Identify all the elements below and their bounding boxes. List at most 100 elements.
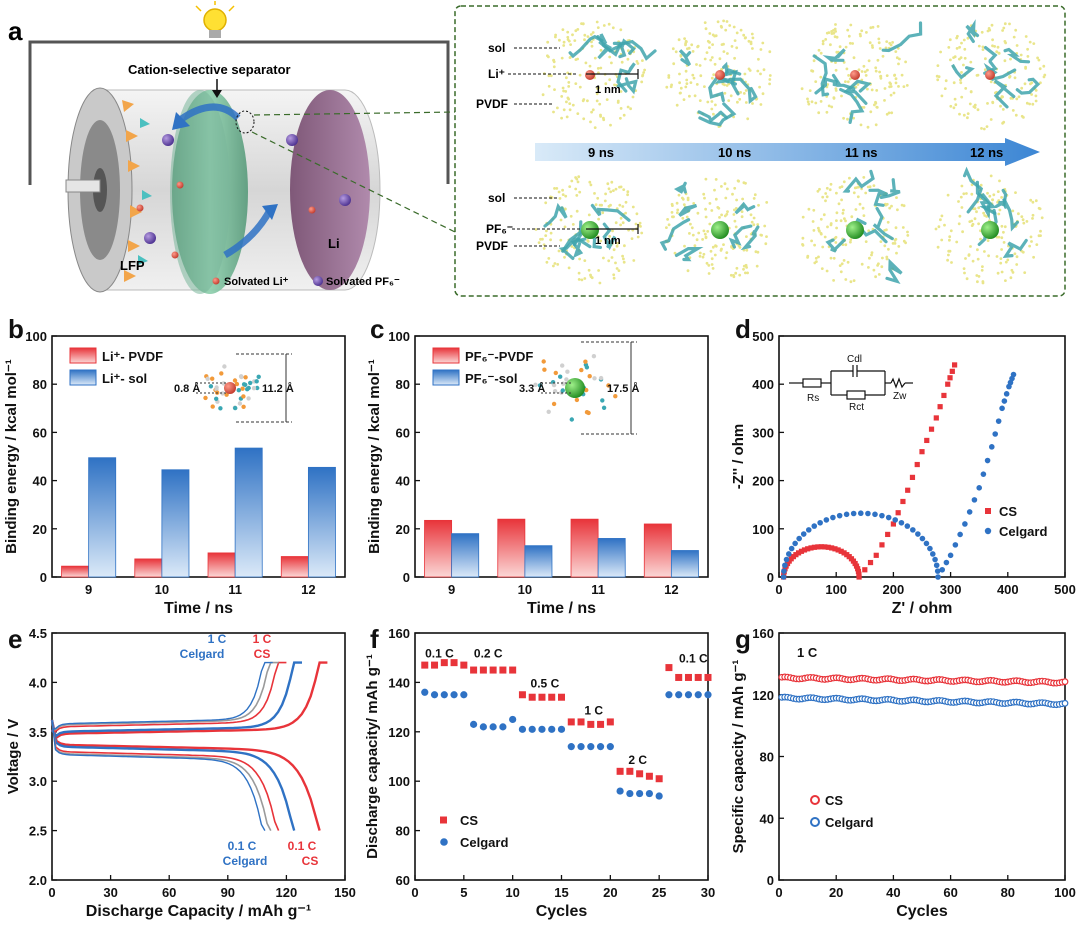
timeline-arrow [535,138,1040,166]
point-d-cs [832,546,838,552]
legend-label-g-0: CS [825,793,843,808]
md-snapshot-2-3 [801,169,910,284]
point-d-celgard [843,511,850,518]
x-tick-label-c: 11 [591,582,605,597]
md-snapshots [534,19,1047,285]
point-d-cs [924,437,930,444]
rate-label-g: 1 C [797,645,818,660]
bar-c-blue-11 [597,538,626,578]
y-tick-label-f: 140 [388,675,410,690]
md-row1-sol: sol [488,41,505,55]
y-tick-label-f: 60 [396,873,410,888]
point-d-cs [855,566,861,572]
point-f-cs-10 [509,666,517,674]
y-tick-label-e: 2.5 [29,824,47,839]
point-f-cs-19 [597,720,605,728]
legend-marker-f-0 [440,816,447,824]
point-f-cs-12 [528,693,536,701]
legend-label-c-1: PF₆⁻-sol [465,371,518,386]
point-f-cs-30 [704,673,712,681]
point-d-celgard [971,497,978,503]
bar-b-red-12 [280,556,309,578]
legend-label-b-0: Li⁺- PVDF [102,349,163,364]
bar-c-red-12 [643,523,672,578]
point-d-celgard [962,521,968,527]
plot-frame-c [414,335,709,578]
lfp-label: LFP [120,258,145,273]
y-tick-label-g: 120 [752,688,774,703]
bar-b-blue-10 [161,469,190,578]
point-f-celgard-27 [675,691,683,699]
point-d-cs [867,559,874,566]
point-f-cs-23 [636,770,644,778]
bar-c-red-11 [570,518,599,578]
point-d-celgard [999,405,1005,412]
point-d-celgard [1010,371,1017,378]
annotation-rate-2: 0.1 C [228,839,257,853]
li-label: Li [328,236,340,251]
x-tick-label-g: 0 [775,885,782,900]
md-scale-1: 1 nm [595,84,621,96]
point-d-celgard [785,551,792,557]
point-d-celgard [947,552,954,559]
x-tick-label-c: 12 [664,582,678,597]
point-d-cs [890,521,896,527]
point-d-cs [855,568,862,575]
panel-letter-a: a [8,16,23,46]
panel-letter-c: c [370,314,384,344]
point-f-celgard-1 [421,688,429,696]
y-tick-label-e: 3.5 [29,725,47,740]
point-d-celgard [885,514,892,521]
bar-b-red-11 [207,552,236,578]
point-f-celgard-23 [636,789,644,798]
y-tick-label-b: 40 [33,474,47,489]
point-d-celgard [927,545,933,552]
x-tick-label-g: 100 [1054,885,1076,900]
x-tick-label-c: 9 [448,582,455,597]
y-axis-label-d: -Z'' / ohm [730,424,747,489]
point-f-celgard-8 [489,723,497,731]
x-tick-label-g: 20 [829,885,843,900]
panel-letter-d: d [735,314,751,344]
point-f-celgard-4 [450,691,458,699]
bar-c-blue-9 [451,533,480,578]
rate-label-f-1: 0.2 C [474,647,503,661]
point-d-celgard [830,514,836,521]
x-tick-label-d: 300 [940,582,962,597]
point-f-celgard-3 [440,691,448,699]
x-tick-label-d: 100 [825,582,847,597]
legend-label-d-1: Celgard [999,524,1047,539]
point-f-celgard-21 [616,787,624,795]
point-f-celgard-26 [665,691,673,699]
point-d-cs [808,545,814,551]
y-tick-label-e: 4.0 [29,675,47,690]
md-snapshot-1-2 [665,19,772,128]
y-axis-label-g: Specific capacity / mAh g⁻¹ [730,660,747,854]
point-d-celgard [898,519,905,526]
point-d-celgard [957,531,963,538]
md-snapshot-1-3 [800,21,923,129]
point-d-celgard [782,562,788,569]
point-f-cs-25 [655,775,663,783]
point-f-cs-1 [421,661,429,669]
point-d-cs [928,426,935,432]
label-cdl: Cdl [847,354,862,365]
rate-label-f-4: 2 C [628,753,647,767]
curve-discharge-4 [51,719,266,831]
point-f-celgard-28 [684,691,693,699]
resistor-rct [846,390,866,400]
y-tick-label-d: 0 [767,570,774,585]
bar-c-blue-10 [524,545,553,578]
point-d-celgard [781,568,787,574]
bar-c-blue-12 [670,550,699,578]
md-time-11: 11 ns [845,145,878,160]
rate-label-f-3: 1 C [584,704,603,718]
point-d-cs [941,392,947,399]
plot-frame-b [51,335,346,578]
x-tick-label-b: 9 [85,582,92,597]
y-tick-label-g: 80 [760,750,774,765]
point-f-celgard-15 [557,725,566,733]
point-d-celgard [865,510,871,517]
y-tick-label-c: 40 [396,474,410,489]
